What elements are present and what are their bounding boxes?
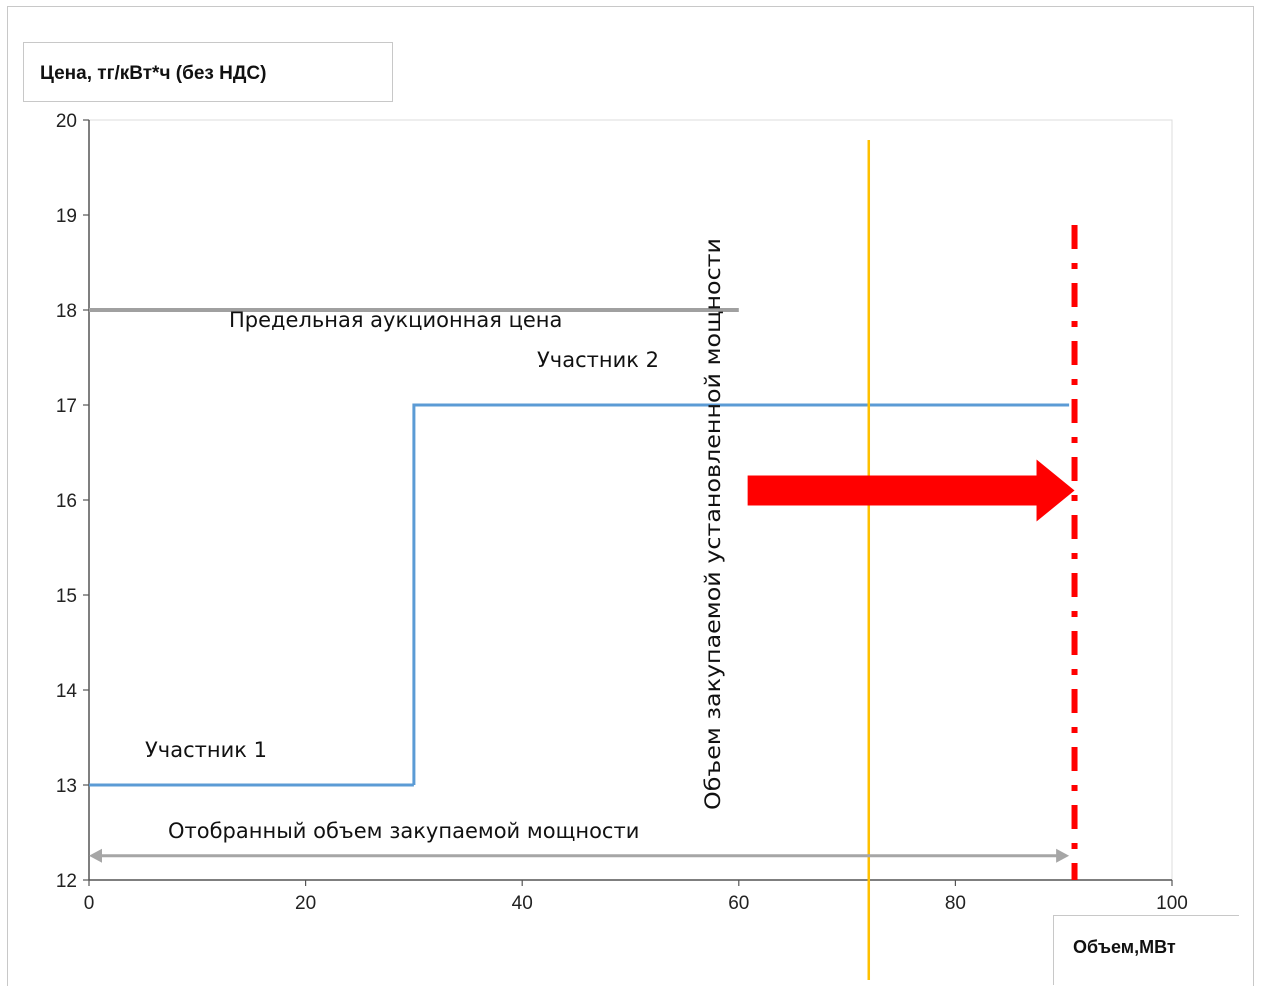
y-ticks: 12 13 14 15 16 17 18 19 20 [56, 111, 89, 892]
y-tick-label-19: 19 [56, 206, 77, 227]
y-tick-label-20: 20 [56, 111, 77, 132]
x-axis-title-box: Объем,МВт [1053, 915, 1239, 985]
y-tick-label-17: 17 [56, 396, 77, 417]
x-tick-label-40: 40 [512, 893, 533, 914]
series-line-2 [412, 403, 1070, 785]
x-tick-label-100: 100 [1156, 893, 1188, 914]
y-tick-label-16: 16 [56, 491, 77, 512]
y-axis-title: Цена, тг/кВт*ч (без НДС) [40, 63, 267, 84]
x-axis-title: Объем,МВт [1073, 937, 1176, 957]
y-tick-label-18: 18 [56, 301, 77, 322]
x-tick-label-20: 20 [295, 893, 316, 914]
participant-1-label: Участник 1 [145, 738, 267, 762]
y-tick-label-12: 12 [56, 871, 77, 892]
overlay-layer [89, 140, 1078, 980]
y-tick-label-14: 14 [56, 681, 78, 702]
volume-increase-arrow [747, 459, 1075, 522]
x-tick-label-60: 60 [728, 893, 749, 914]
x-tick-label-80: 80 [945, 893, 966, 914]
y-tick-label-15: 15 [56, 586, 77, 607]
x-tick-label-0: 0 [84, 893, 95, 914]
participant-2-label: Участник 2 [537, 348, 659, 372]
limit-price-label: Предельная аукционная цена [229, 308, 562, 332]
chart-frame [7, 6, 1254, 986]
selected-volume-arrow-right-head [1056, 848, 1070, 863]
x-ticks: 0 20 40 60 80 100 [84, 880, 1188, 914]
purchased-capacity-vertical-label: Объем закупаемой установленной мощности [701, 238, 725, 810]
series-layer [89, 308, 1070, 787]
y-axis-title-box: Цена, тг/кВт*ч (без НДС) [23, 42, 393, 102]
y-tick-label-13: 13 [56, 776, 77, 797]
selected-volume-arrow-left-head [89, 848, 102, 863]
selected-volume-label: Отобранный объем закупаемой мощности [168, 819, 639, 843]
